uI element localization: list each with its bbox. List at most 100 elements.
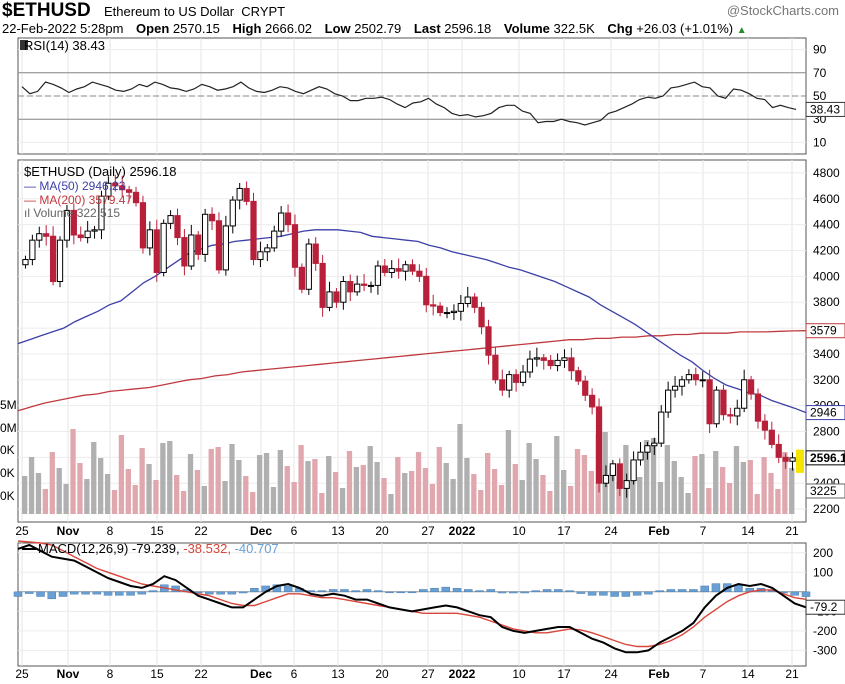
volume-bar	[422, 468, 429, 514]
candle-body	[568, 357, 575, 372]
candle-body	[22, 259, 29, 266]
macd-histogram-bar	[385, 591, 394, 594]
rsi-label: RSI(14) 38.43	[24, 38, 105, 53]
ma50-tag: 2946	[810, 406, 837, 420]
candle-body	[340, 281, 347, 303]
candle-body	[70, 209, 77, 236]
price-tick-label: 3200	[813, 373, 840, 387]
x-tick-label: 27	[421, 667, 435, 681]
volume-bar	[678, 477, 684, 514]
macd-tick-label: 200	[813, 546, 833, 560]
volume-bar	[574, 449, 581, 514]
macd-histogram-bar	[328, 589, 338, 593]
candle-body	[105, 182, 112, 197]
candle-body	[492, 354, 499, 381]
macd-histogram-bar	[587, 591, 597, 596]
volume-bar	[602, 432, 608, 514]
price-tick-label: 2800	[813, 425, 840, 439]
macd-histogram-bar	[396, 591, 405, 594]
x-tick-label: 8	[107, 667, 114, 681]
candle-body	[291, 224, 299, 268]
volume-bar	[429, 484, 436, 514]
candle-body	[153, 229, 160, 273]
volume-bar	[360, 465, 366, 514]
volume-bar	[706, 488, 712, 514]
volume-bar	[616, 482, 622, 514]
volume-bar	[719, 467, 726, 514]
volume-bar	[464, 458, 470, 514]
ma200-tag-box	[805, 323, 845, 339]
candle-body	[319, 262, 326, 308]
candle-body	[395, 268, 402, 272]
x-tick-label: 2022	[449, 524, 476, 538]
macd-histogram-bar	[531, 590, 541, 593]
volume-bar	[505, 430, 512, 514]
macd-histogram-bar	[115, 591, 124, 596]
volume-bar	[160, 443, 166, 514]
x-tick-label: 22	[194, 667, 208, 681]
volume-bar	[713, 451, 719, 514]
volume-bar	[63, 484, 69, 514]
macd-histogram-bar	[13, 591, 23, 597]
volume-bar	[243, 476, 249, 514]
candle-body	[547, 359, 554, 367]
volume-bar	[692, 456, 698, 514]
volume-bar	[664, 445, 671, 514]
candle-body	[416, 270, 423, 277]
volume-bar	[436, 447, 442, 514]
ma200-tag: 3579	[810, 324, 837, 338]
x-tick-label: 7	[700, 524, 707, 538]
candle-body	[450, 310, 458, 314]
volume-bar	[56, 468, 62, 514]
volume-label: Volume	[503, 21, 550, 36]
macd-histogram-bar	[475, 590, 484, 593]
macd-histogram-bar	[655, 590, 664, 593]
candle-body	[181, 237, 188, 267]
candle-body	[215, 220, 223, 271]
volume-bar	[754, 494, 760, 514]
macd-panel-frame	[17, 542, 807, 667]
candle-body	[56, 239, 64, 283]
candle-body	[119, 185, 126, 191]
last-value: 2596.18	[444, 21, 492, 36]
rsi-legend-swatch	[20, 40, 28, 50]
candle-body	[644, 445, 651, 453]
volume-bar	[402, 473, 408, 514]
volume-bar	[167, 441, 173, 514]
volume-bar	[353, 467, 360, 514]
brand-logo[interactable]: @StockCharts.com	[726, 3, 839, 18]
candle-body	[485, 326, 492, 356]
candle-body	[595, 406, 603, 484]
volume-bar	[291, 482, 297, 514]
x-tick-label: 20	[375, 524, 389, 538]
candle-body	[49, 235, 57, 283]
macd-histogram-bar	[283, 585, 293, 593]
symbol-description: Ethereum to US Dollar CRYPT	[104, 4, 285, 19]
volume-axis-label: 0K	[0, 489, 15, 503]
macd-histogram-bar	[103, 591, 113, 596]
candle-body	[471, 296, 478, 308]
volume-bar	[146, 464, 152, 514]
rsi-tick-label: 70	[813, 66, 827, 80]
volume-bar	[581, 455, 588, 514]
candle-body	[761, 420, 769, 431]
candle-body	[526, 358, 534, 373]
macd-histogram-bar	[238, 591, 248, 594]
macd-histogram-bar	[205, 591, 214, 595]
macd-histogram-bar	[542, 589, 552, 593]
ma50-legend: — MA(50) 2946.23	[24, 179, 126, 193]
volume-bar	[98, 458, 104, 514]
last-candle-highlight	[796, 449, 804, 473]
candle-body	[298, 266, 306, 290]
macd-histogram-bar	[70, 591, 79, 595]
high-value: 2666.02	[265, 21, 313, 36]
candle-body	[409, 264, 416, 272]
candle-body	[699, 379, 706, 382]
candle-body	[139, 202, 147, 249]
candle-body	[347, 281, 354, 293]
macd-histogram-bar	[126, 591, 135, 596]
candle-body	[616, 463, 623, 489]
volume-bar	[623, 445, 629, 514]
candle-body	[388, 268, 395, 273]
